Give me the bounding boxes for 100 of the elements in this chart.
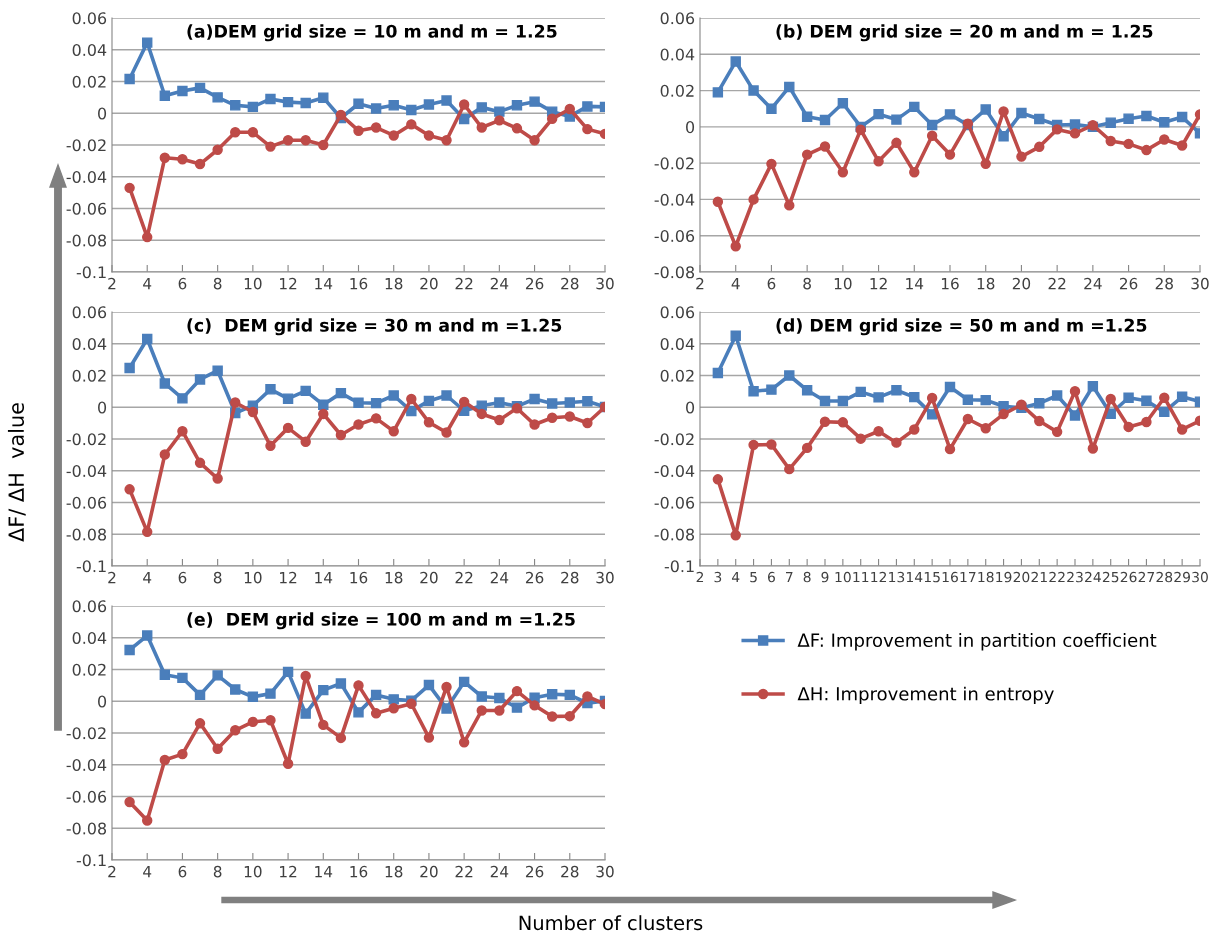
- x-tick-label: 2: [108, 865, 116, 878]
- y-tick-label: 0.02: [660, 84, 694, 97]
- x-tick-label: 22: [455, 571, 473, 584]
- x-tick-label: 10: [244, 865, 262, 878]
- x-tick-label: 11: [853, 571, 869, 583]
- y-tick-label: -0.04: [66, 758, 107, 772]
- x-tick-label: 14: [906, 571, 923, 583]
- y-tick-label: 0.04: [660, 337, 695, 351]
- x-tick-label: 8: [213, 865, 222, 878]
- x-tick-label: 10: [244, 277, 262, 290]
- x-tick-label: 12: [870, 277, 887, 290]
- x-tick-label: 18: [978, 571, 994, 583]
- y-tick-label: 0: [98, 107, 107, 120]
- legend-label: ΔF: Improvement in partition coefficient: [797, 633, 1157, 651]
- x-tick-label: 10: [834, 277, 852, 290]
- x-tick-label: 20: [420, 277, 438, 290]
- y-tick-label: 0: [98, 401, 107, 414]
- x-tick-label: 26: [1119, 277, 1138, 290]
- y-tick-label: -0.02: [654, 433, 694, 446]
- x-axis-title: Number of clusters: [519, 915, 703, 931]
- x-tick-label: 5: [750, 571, 757, 583]
- y-tick-label: -0.04: [66, 170, 107, 184]
- y-tick-label: 0.04: [72, 337, 107, 351]
- x-tick-label: 19: [996, 571, 1012, 583]
- x-tick-label: 8: [213, 277, 222, 290]
- x-tick-label: 15: [924, 571, 940, 583]
- x-tick-label: 16: [350, 865, 368, 878]
- x-tick-label: 29: [1174, 571, 1190, 583]
- chart-title: (a)DEM grid size = 10 m and m = 1.25: [187, 24, 557, 42]
- x-tick-label: 10: [244, 571, 262, 584]
- y-tick-label: -0.1: [76, 266, 106, 279]
- y-tick-label: -0.02: [66, 139, 106, 152]
- chart-title: (d) DEM grid size = 50 m and m =1.25: [776, 318, 1147, 336]
- x-tick-label: 28: [561, 865, 579, 878]
- y-tick-label: -0.1: [76, 854, 106, 867]
- y-tick-label: -0.06: [66, 496, 107, 509]
- x-tick-label: 27: [1138, 571, 1155, 583]
- y-tick-label: 0.06: [72, 306, 107, 319]
- x-tick-label: 6: [767, 277, 776, 290]
- x-tick-label: 18: [385, 571, 403, 584]
- x-tick-label: 2: [108, 571, 116, 584]
- y-tick-label: -0.04: [66, 464, 107, 478]
- y-tick-label: 0.06: [660, 306, 695, 319]
- y-tick-label: -0.1: [664, 560, 694, 573]
- x-tick-label: 12: [280, 277, 297, 290]
- x-tick-label: 4: [143, 278, 152, 290]
- x-tick-label: 6: [178, 277, 187, 290]
- x-tick-label: 24: [490, 571, 509, 584]
- x-tick-label: 8: [803, 277, 811, 290]
- x-tick-label: 14: [315, 278, 333, 290]
- x-tick-label: 4: [143, 572, 152, 584]
- x-tick-label: 12: [280, 865, 297, 878]
- x-tick-label: 2: [108, 277, 116, 290]
- y-tick-label: 0.02: [660, 369, 694, 382]
- legend-label: ΔH: Improvement in entropy: [797, 686, 1054, 705]
- x-tick-label: 22: [455, 277, 473, 290]
- x-tick-label: 30: [596, 277, 614, 290]
- x-tick-label: 30: [1192, 571, 1208, 583]
- x-tick-label: 22: [1048, 277, 1066, 290]
- x-tick-label: 18: [385, 277, 403, 290]
- x-tick-label: 30: [596, 865, 614, 878]
- x-tick-label: 2: [696, 571, 704, 583]
- x-tick-label: 16: [350, 571, 368, 584]
- x-tick-label: 3: [714, 571, 722, 583]
- x-tick-label: 6: [178, 571, 187, 584]
- y-tick-label: -0.04: [654, 464, 695, 478]
- y-tick-label: -0.04: [654, 193, 695, 206]
- y-tick-label: -0.02: [66, 433, 106, 446]
- x-tick-label: 6: [178, 865, 187, 878]
- x-tick-label: 9: [821, 571, 829, 583]
- y-tick-label: 0.04: [72, 43, 107, 57]
- y-tick-label: 0.06: [72, 600, 107, 613]
- y-tick-label: 0: [98, 695, 107, 708]
- x-tick-label: 24: [490, 865, 509, 878]
- x-tick-label: 20: [1013, 571, 1030, 583]
- x-tick-label: 22: [1049, 571, 1065, 583]
- chart-title: (b) DEM grid size = 20 m and m = 1.25: [776, 24, 1153, 42]
- x-tick-label: 24: [1084, 277, 1102, 290]
- x-tick-label: 28: [561, 571, 579, 584]
- x-tick-label: 25: [1102, 571, 1119, 583]
- x-tick-label: 4: [731, 278, 740, 290]
- x-tick-label: 10: [835, 571, 851, 583]
- y-tick-label: 0.06: [72, 12, 107, 25]
- x-tick-label: 20: [420, 865, 438, 878]
- x-tick-label: 30: [596, 571, 614, 584]
- x-tick-label: 13: [889, 571, 905, 583]
- x-tick-label: 24: [490, 277, 509, 290]
- x-tick-label: 28: [1156, 571, 1173, 583]
- y-tick-label: -0.06: [66, 202, 107, 215]
- x-tick-label: 26: [1120, 571, 1137, 583]
- y-tick-label: -0.02: [654, 157, 694, 170]
- x-tick-label: 8: [213, 571, 222, 584]
- x-tick-label: 26: [525, 865, 544, 878]
- y-tick-label: -0.1: [76, 560, 106, 573]
- x-tick-label: 18: [385, 865, 403, 878]
- x-tick-label: 14: [315, 572, 333, 584]
- x-tick-label: 4: [731, 571, 740, 583]
- y-tick-label: -0.08: [66, 234, 107, 247]
- x-tick-label: 28: [1155, 277, 1173, 290]
- y-tick-label: 0.02: [72, 75, 106, 88]
